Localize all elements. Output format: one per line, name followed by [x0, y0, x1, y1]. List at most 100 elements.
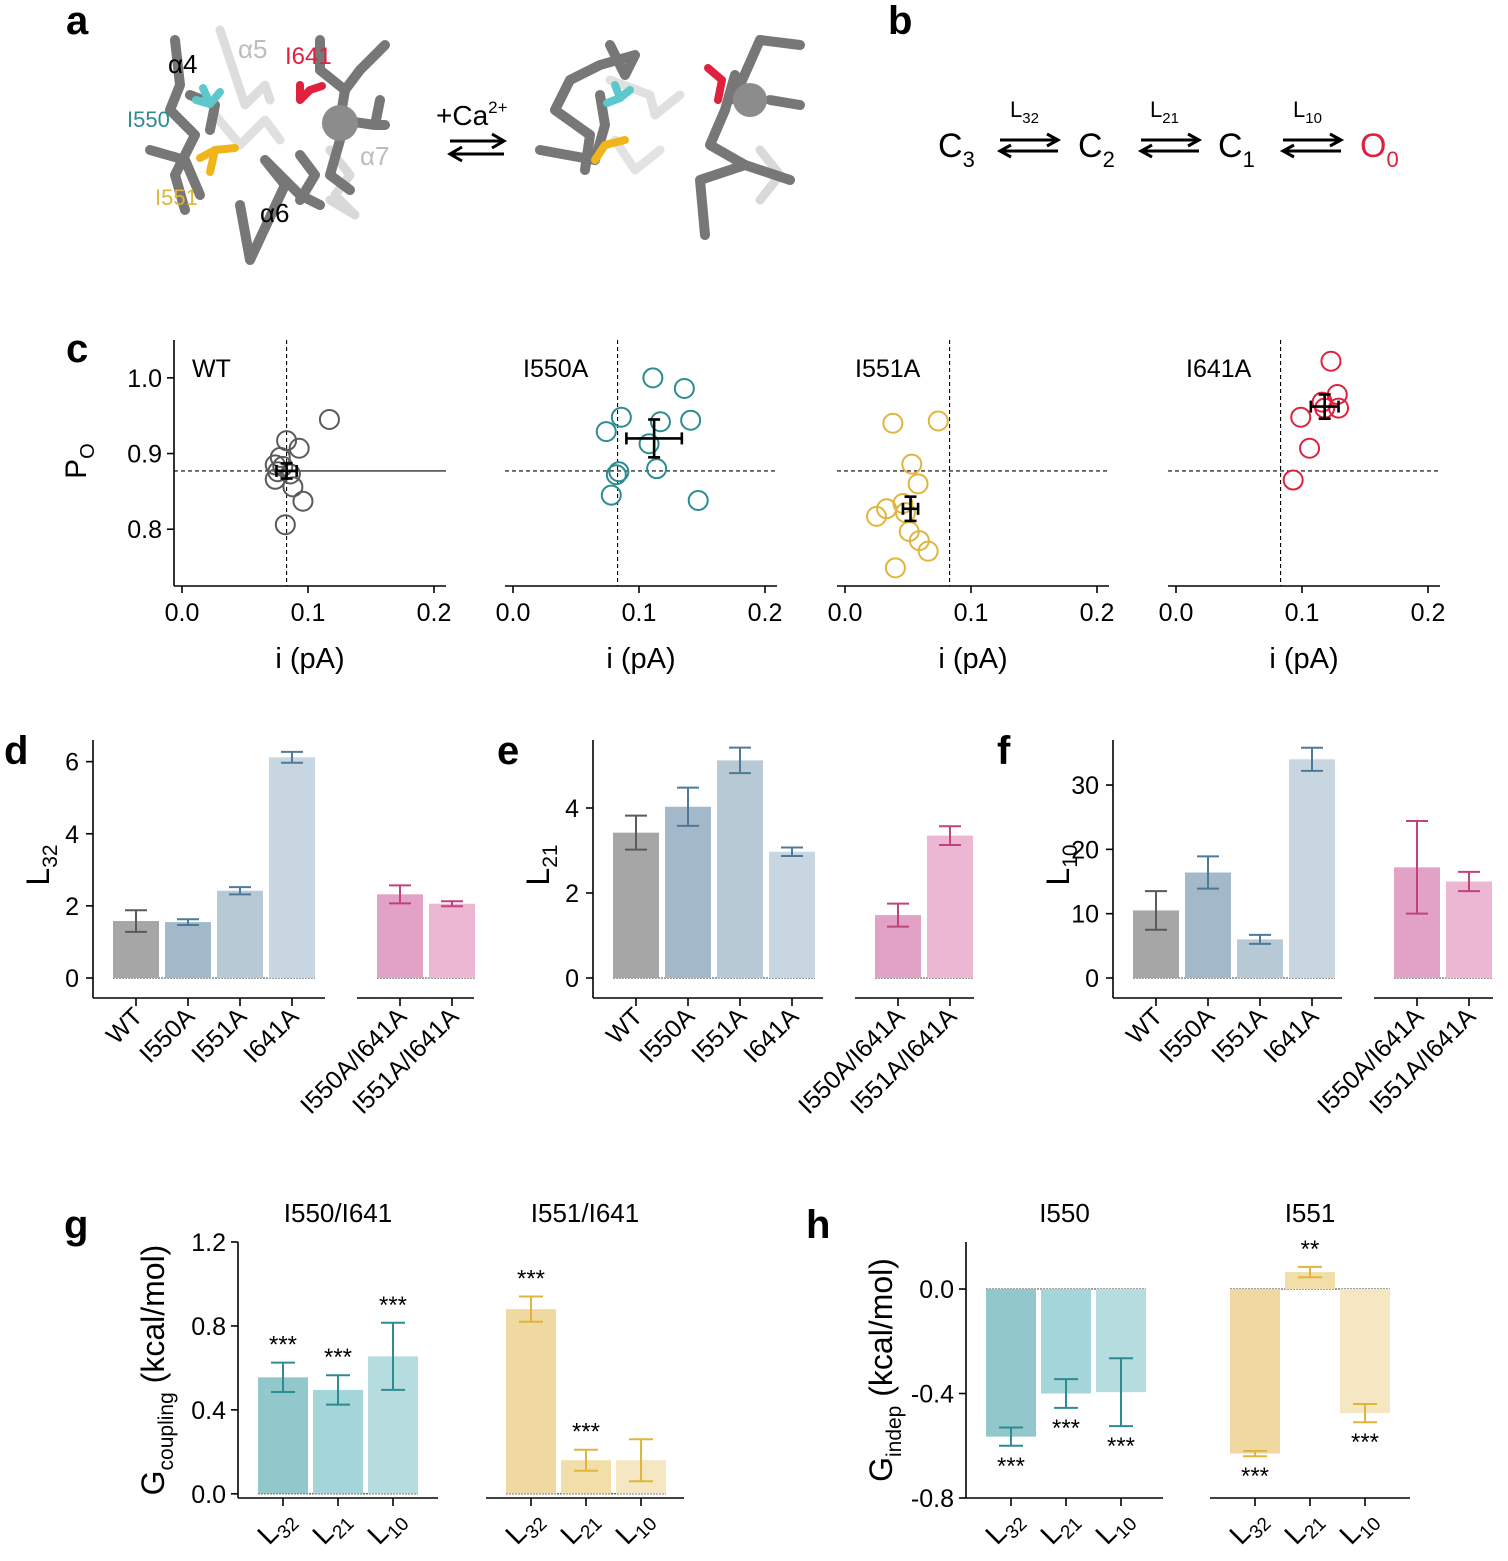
data-point — [642, 367, 664, 389]
rate-l10: L10 — [1293, 97, 1322, 127]
y-tick-label: 6 — [65, 749, 79, 777]
x-tick-label: L21 — [554, 1502, 606, 1554]
x-tick-label: I641A — [1258, 1002, 1324, 1068]
y-tick-label: 0.8 — [127, 516, 162, 544]
mean-errorbar — [625, 418, 684, 459]
panel-letter-c: c — [66, 327, 88, 371]
panel-letter-a: a — [66, 0, 89, 43]
x-tick-label: I550A — [134, 1002, 200, 1068]
errorbar — [1145, 890, 1167, 931]
errorbar — [177, 918, 199, 926]
data-point — [1282, 469, 1304, 491]
data-point — [673, 377, 695, 399]
panel-c-scatter: 0.8 0.9 1.0 PO 0.0 0.1 0.2 i (pA) WT 0.0 0.1 0.2 i (… — [60, 340, 1445, 675]
x-tick-label: 0.0 — [828, 599, 863, 627]
errorbar — [887, 902, 909, 928]
data-point — [866, 505, 887, 527]
x-tick-label: L10 — [361, 1502, 413, 1554]
x-tick-label: I550A — [634, 1002, 700, 1068]
mean-errorbar — [901, 495, 920, 523]
subplot-title: I551A — [855, 355, 921, 383]
label-i641: I641 — [285, 43, 332, 70]
y-tick-label: 0 — [65, 965, 79, 993]
y-tick-label: 2 — [565, 880, 579, 908]
panel-a-structure: α4 α5 α6 α7 I550 I551 I641 +Ca2+ — [127, 25, 805, 265]
bar-i550a — [1185, 872, 1231, 978]
panel-letter-d: d — [4, 729, 28, 773]
x-tick-label: L10 — [609, 1502, 661, 1554]
y-axis-label: PO — [60, 443, 99, 479]
errorbar — [1249, 933, 1271, 945]
errorbar — [1243, 1449, 1267, 1458]
errorbar — [1353, 1402, 1377, 1424]
bar-i550a — [665, 806, 711, 978]
x-tick-label: 0.1 — [291, 599, 326, 627]
x-tick-label: 0.1 — [622, 599, 657, 627]
x-tick-label: 0.2 — [417, 599, 452, 627]
errorbar — [1301, 746, 1323, 772]
panel-b-scheme: C3 C2 C1 O0 L32 L21 L10 — [938, 97, 1399, 172]
errorbar — [1109, 1357, 1133, 1428]
data-point — [646, 458, 668, 480]
x-tick-label: 0.0 — [165, 599, 200, 627]
x-tick-label: I641A — [738, 1002, 804, 1068]
errorbar — [271, 1361, 295, 1394]
errorbar — [1197, 855, 1219, 890]
errorbar — [1298, 1265, 1322, 1279]
bar-double-mutant — [377, 894, 423, 978]
y-tick-label: 0.9 — [127, 441, 162, 469]
label-alpha5: α5 — [238, 34, 268, 64]
significance-stars: *** — [1107, 1433, 1135, 1460]
panel-d-bar-l32: 0246L32WTI550AI551AI641AI550A/I641AI551A… — [20, 740, 475, 1120]
data-point — [882, 412, 904, 434]
bar-l21 — [1041, 1289, 1091, 1394]
y-tick-label: 0.0 — [919, 1276, 954, 1304]
errorbar — [125, 909, 147, 933]
y-tick-label: 1.2 — [191, 1229, 226, 1257]
errorbar — [939, 825, 961, 846]
group-title: I551/I641 — [531, 1198, 639, 1228]
mean-errorbar — [275, 462, 298, 480]
significance-stars: *** — [269, 1332, 297, 1359]
x-axis-label: i (pA) — [938, 643, 1007, 675]
y-axis-label-units: (kcal/mol) — [863, 1258, 899, 1406]
data-point — [638, 433, 660, 455]
errorbar — [781, 846, 803, 858]
x-axis-label: i (pA) — [275, 643, 344, 675]
state-c2: C2 — [1078, 127, 1115, 172]
bar-group: I551 *** L32 ** L21 *** L10 — [1210, 1198, 1410, 1554]
group-title: I551 — [1285, 1198, 1336, 1228]
bar-i550a — [165, 922, 211, 978]
y-axis-label-sub: coupling — [155, 1392, 178, 1470]
x-tick-label: L32 — [1223, 1502, 1275, 1554]
scatter-subplot-i550a: 0.0 0.1 0.2 i (pA) I550A — [496, 340, 782, 675]
bar-double-mutant — [429, 903, 475, 978]
x-tick-label: 0.0 — [496, 599, 531, 627]
y-tick-label: 1.0 — [127, 365, 162, 393]
x-axis-label: i (pA) — [1269, 643, 1338, 675]
x-tick-label: L32 — [979, 1502, 1031, 1554]
significance-stars: *** — [324, 1344, 352, 1371]
errorbar — [677, 786, 699, 827]
errorbar — [229, 886, 251, 896]
errorbar — [381, 1321, 405, 1391]
errorbar — [389, 884, 411, 905]
data-point — [1320, 350, 1342, 372]
y-axis-label-sub: indep — [883, 1406, 906, 1457]
scatter-subplot-wt: 0.8 0.9 1.0 PO 0.0 0.1 0.2 i (pA) WT — [60, 340, 451, 675]
x-tick-label: 0.2 — [1411, 599, 1446, 627]
bar-l32 — [506, 1309, 556, 1494]
significance-stars: *** — [997, 1453, 1025, 1480]
scatter-subplot-i641a: 0.0 0.1 0.2 i (pA) I641A — [1159, 340, 1446, 675]
data-point — [901, 453, 923, 475]
label-alpha4: α4 — [168, 49, 198, 79]
ca-arrow-label: +Ca2+ — [436, 98, 508, 131]
mean-errorbar — [1309, 393, 1340, 421]
panel-g-bar-coupling: 0.0 0.4 0.8 1.2 Gcoupling (kcal/mol) I550/I64… — [135, 1198, 684, 1554]
data-point — [907, 473, 929, 495]
errorbar — [625, 814, 647, 851]
data-point — [288, 437, 310, 459]
bar-group: I551/I641 *** L32 *** L21 L10 — [486, 1198, 684, 1554]
x-tick-label: I551A — [186, 1002, 252, 1068]
